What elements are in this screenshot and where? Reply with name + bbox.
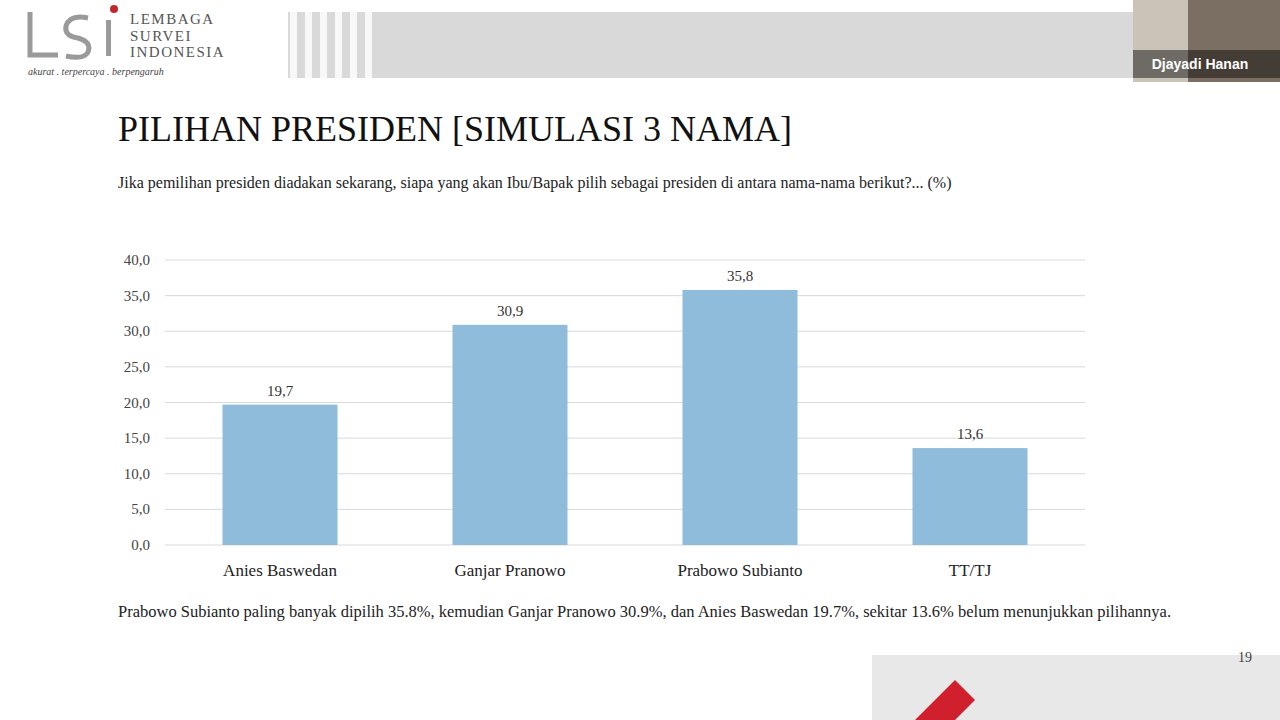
logo-shape [106, 20, 111, 56]
org-name: LEMBAGA [130, 11, 215, 27]
logo-dot [110, 5, 118, 13]
data-label: 13,6 [957, 426, 984, 442]
bar [223, 405, 338, 545]
grid-line [165, 295, 1085, 296]
bars [223, 290, 1028, 545]
grid-line [165, 402, 1085, 403]
footer-logo [915, 680, 975, 720]
header-stripe [365, 12, 372, 78]
x-tick-label: Prabowo Subianto [677, 561, 802, 580]
logo-shape [66, 17, 89, 57]
y-tick-label: 30,0 [124, 323, 150, 339]
y-tick-label: 5,0 [131, 501, 150, 517]
header-band [288, 12, 1148, 78]
bar [913, 448, 1028, 545]
y-tick-label: 10,0 [124, 466, 150, 482]
header-stripe [320, 12, 327, 78]
y-tick-label: 0,0 [131, 537, 150, 553]
y-tick-label: 40,0 [124, 252, 150, 268]
y-tick-label: 15,0 [124, 430, 150, 446]
logo-shape [30, 12, 58, 55]
grid-line [165, 366, 1085, 367]
caption: Prabowo Subianto paling banyak dipilih 3… [118, 598, 1198, 625]
y-tick-label: 35,0 [124, 288, 150, 304]
presenter-name: Djayadi Hanan [1152, 56, 1248, 72]
footer-band [872, 655, 1280, 720]
y-tick-label: 25,0 [124, 359, 150, 375]
y-tick-label: 20,0 [124, 395, 150, 411]
header-stripe [335, 12, 342, 78]
presenter-video [1133, 0, 1280, 82]
x-tick-label: Anies Baswedan [223, 561, 337, 580]
bar [683, 290, 798, 545]
page-number: 19 [1238, 650, 1252, 665]
header-stripe [350, 12, 357, 78]
chart-title: PILIHAN PRESIDEN [SIMULASI 3 NAMA] [118, 109, 792, 149]
x-tick-label: TT/TJ [949, 561, 992, 580]
grid-line [165, 331, 1085, 332]
header-stripe [290, 12, 297, 78]
data-label: 19,7 [267, 383, 294, 399]
chart-subtitle: Jika pemilihan presiden diadakan sekaran… [118, 174, 951, 192]
data-label: 35,8 [727, 268, 753, 284]
x-tick-label: Ganjar Pranowo [455, 561, 566, 580]
org-name: SURVEI [130, 28, 192, 44]
header-stripe [305, 12, 312, 78]
org-name: INDONESIA [130, 44, 225, 60]
data-label: 30,9 [497, 303, 523, 319]
slide: LEMBAGASURVEIINDONESIA akurat . terpercay… [0, 0, 1280, 720]
presenter-band [1133, 50, 1280, 78]
bar [453, 325, 568, 545]
grid-line [165, 260, 1085, 261]
tagline: akurat . terpercaya . berpengaruh [28, 66, 164, 77]
